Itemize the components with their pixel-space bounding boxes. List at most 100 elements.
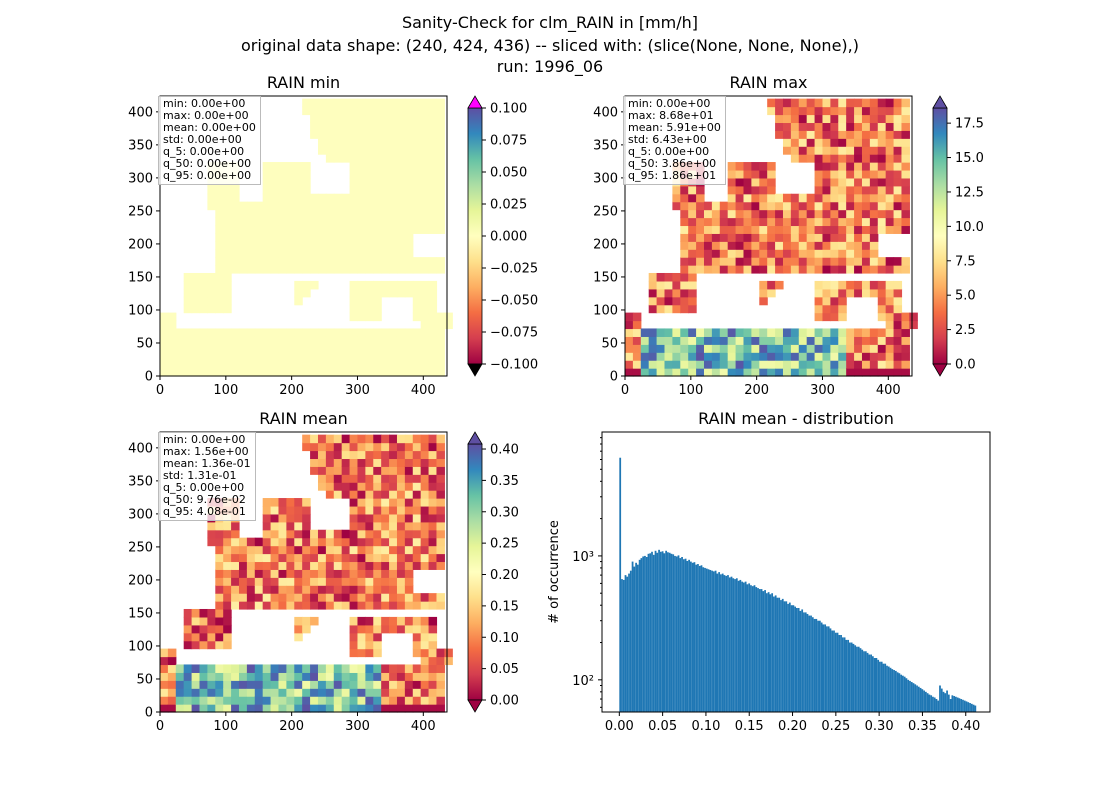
heatmap-cell	[333, 601, 343, 610]
heatmap-cell	[365, 450, 374, 460]
heatmap-cell	[412, 601, 422, 610]
histogram-bar	[707, 569, 710, 712]
heatmap-cell	[262, 249, 272, 258]
heatmap-cell	[389, 521, 398, 531]
heatmap-cell	[893, 122, 903, 131]
heatmap-cell	[365, 225, 374, 234]
stat-line: q_95: 1.86e+01	[628, 169, 717, 182]
heatmap-cell	[357, 288, 366, 298]
heatmap-cell	[727, 241, 737, 250]
heatmap-cell	[325, 569, 335, 578]
heatmap-cell	[436, 177, 445, 187]
plot-frame	[159, 431, 448, 713]
heatmap-cell	[246, 601, 256, 610]
heatmap-cell	[680, 265, 689, 274]
heatmap-cell	[790, 328, 800, 337]
heatmap-cell	[349, 490, 359, 499]
heatmap-cell	[270, 672, 280, 681]
heatmap-cell	[215, 672, 224, 681]
heatmap-cell	[396, 344, 406, 353]
heatmap-cell	[767, 352, 776, 361]
heatmap-cell	[341, 225, 351, 234]
heatmap-cell	[389, 561, 398, 570]
heatmap-cell	[317, 664, 327, 673]
heatmap-cell	[317, 114, 327, 124]
heatmap-cell	[389, 505, 398, 515]
heatmap-cell	[246, 664, 256, 673]
heatmap-cell	[625, 360, 634, 369]
heatmap-cell	[349, 352, 359, 361]
heatmap-cell	[270, 328, 280, 337]
heatmap-cell	[861, 130, 871, 139]
heatmap-cell	[680, 360, 689, 369]
heatmap-cell	[207, 616, 216, 626]
heatmap-cell	[246, 585, 256, 594]
heatmap-cell	[286, 664, 295, 673]
heatmap-cell	[270, 249, 280, 258]
histogram-bar	[840, 635, 842, 712]
heatmap-cell	[191, 304, 201, 314]
heatmap-cell	[901, 209, 910, 219]
heatmap-cell	[365, 193, 374, 203]
heatmap-cell	[365, 209, 374, 219]
heatmap-cell	[861, 201, 871, 211]
heatmap-cell	[632, 328, 642, 337]
heatmap-cell	[246, 336, 256, 345]
heatmap-cell	[262, 672, 272, 681]
heatmap-cell	[381, 114, 390, 124]
heatmap-cell	[175, 688, 185, 697]
heatmap-cell	[428, 529, 438, 539]
heatmap-cell	[238, 672, 248, 681]
histogram-bar	[962, 699, 964, 712]
heatmap-cell	[885, 114, 895, 124]
heatmap-cell	[207, 664, 216, 673]
heatmap-cell	[396, 696, 406, 705]
heatmap-cell	[830, 225, 839, 234]
heatmap-cell	[420, 130, 430, 139]
heatmap-cell	[160, 368, 169, 377]
heatmap-cell	[893, 280, 903, 290]
x-tick-label: 0.15	[735, 719, 764, 734]
heatmap-cell	[869, 233, 879, 242]
heatmap-cell	[404, 193, 414, 203]
heatmap-cell	[420, 648, 430, 658]
heatmap-cell	[790, 106, 800, 116]
heatmap-cell	[420, 434, 430, 444]
heatmap-cell	[175, 336, 185, 345]
stat-line: std: 0.00e+00	[163, 133, 242, 146]
heatmap-cell	[223, 201, 232, 211]
colorbar-tick-label: 0.30	[490, 505, 519, 520]
heatmap-cell	[183, 360, 193, 369]
heatmap-cell	[317, 233, 327, 242]
heatmap-cell	[412, 225, 422, 234]
heatmap-cell	[735, 360, 745, 369]
heatmap-cell	[428, 304, 438, 314]
heatmap-cell	[790, 217, 800, 227]
heatmap-cell	[632, 360, 642, 369]
heatmap-cell	[389, 482, 398, 491]
heatmap-cell	[341, 98, 351, 108]
heatmap-cell	[373, 328, 382, 337]
heatmap-cell	[688, 360, 697, 369]
heatmap-cell	[246, 352, 256, 361]
heatmap-cell	[404, 458, 414, 467]
heatmap-cell	[703, 217, 713, 227]
heatmap-cell	[325, 474, 335, 483]
heatmap-cell	[294, 201, 303, 211]
heatmap-cell	[357, 577, 366, 586]
heatmap-cell	[428, 648, 438, 658]
heatmap-cell	[735, 265, 745, 274]
heatmap-cell	[215, 265, 224, 274]
heatmap-cell	[373, 704, 382, 713]
heatmap-cell	[286, 328, 295, 337]
heatmap-cell	[325, 328, 335, 337]
heatmap-cell	[877, 352, 887, 361]
heatmap-cell	[790, 154, 800, 163]
colorbar-extend-bottom	[467, 363, 483, 377]
heatmap-cell	[404, 122, 414, 131]
heatmap-cell	[420, 288, 430, 298]
heatmap-cell	[814, 201, 824, 211]
heatmap-cell	[782, 106, 792, 116]
heatmap-cell	[885, 217, 895, 227]
heatmap-cell	[357, 193, 366, 203]
